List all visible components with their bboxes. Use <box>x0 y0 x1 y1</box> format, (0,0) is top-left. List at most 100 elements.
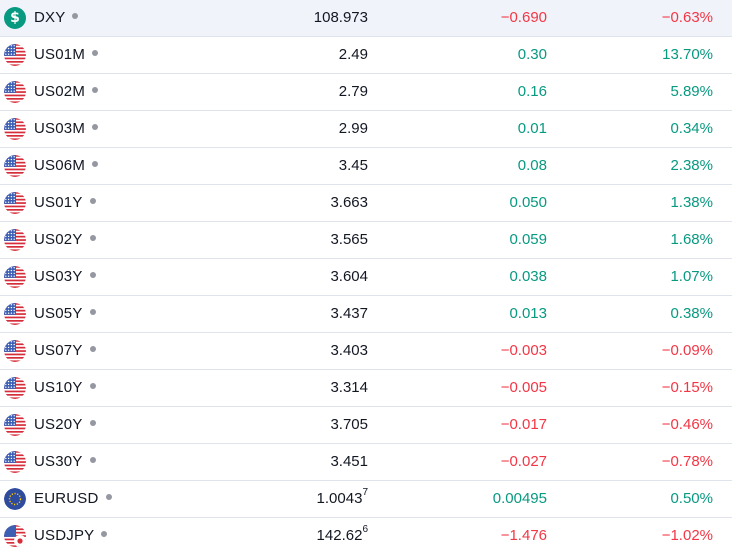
change-percent: 0.34% <box>670 120 713 137</box>
watchlist-row-us02m[interactable]: US02M 2.79 0.16 5.89% <box>0 74 732 111</box>
status-dot-icon <box>89 272 96 279</box>
last-price: 3.565 <box>330 231 368 248</box>
status-dot-icon <box>92 87 99 94</box>
us-flag-icon <box>4 155 26 177</box>
symbol-name: US07Y <box>34 342 83 359</box>
symbol-cell: US02Y <box>34 222 96 258</box>
change-value: 0.08 <box>517 157 547 174</box>
watchlist-row-us02y[interactable]: US02Y 3.565 0.059 1.68% <box>0 222 732 259</box>
symbol-cell: US01M <box>34 37 99 73</box>
watchlist-row-us03m[interactable]: US03M 2.99 0.01 0.34% <box>0 111 732 148</box>
symbol-cell: US03Y <box>34 259 96 295</box>
symbol-cell: US10Y <box>34 370 96 406</box>
us-jp-flag-icon <box>4 525 26 547</box>
us-flag-icon <box>4 266 26 288</box>
change-percent: 1.07% <box>670 268 713 285</box>
last-price: 2.49 <box>338 46 368 63</box>
watchlist-row-us07y[interactable]: US07Y 3.403 −0.003 −0.09% <box>0 333 732 370</box>
symbol-name: USDJPY <box>34 527 95 544</box>
us-flag-icon <box>4 118 26 140</box>
watchlist-row-dxy[interactable]: $ DXY 108.973 −0.690 −0.63% <box>0 0 732 37</box>
status-dot-icon <box>92 50 99 57</box>
status-dot-icon <box>89 309 96 316</box>
watchlist-row-usdjpy[interactable]: USDJPY 142.626 −1.476 −1.02% <box>0 518 732 555</box>
change-percent: −0.63% <box>661 9 713 26</box>
symbol-name: US01M <box>34 46 86 63</box>
symbol-name: US10Y <box>34 379 83 396</box>
change-value: 0.013 <box>509 305 547 322</box>
change-value: −0.005 <box>500 379 547 396</box>
change-value: 0.059 <box>509 231 547 248</box>
status-dot-icon <box>89 235 96 242</box>
change-percent: 13.70% <box>662 46 713 63</box>
last-price: 1.00437 <box>316 487 368 508</box>
watchlist-row-us06m[interactable]: US06M 3.45 0.08 2.38% <box>0 148 732 185</box>
watchlist-row-us20y[interactable]: US20Y 3.705 −0.017 −0.46% <box>0 407 732 444</box>
symbol-name: US20Y <box>34 416 83 433</box>
change-percent: 0.50% <box>670 490 713 507</box>
symbol-cell: US01Y <box>34 185 96 221</box>
last-price: 3.451 <box>330 453 368 470</box>
symbol-cell: USDJPY <box>34 518 108 554</box>
change-percent: −1.02% <box>661 527 713 544</box>
status-dot-icon <box>72 13 79 20</box>
change-percent: −0.78% <box>661 453 713 470</box>
us-flag-icon <box>4 340 26 362</box>
symbol-name: EURUSD <box>34 490 99 507</box>
us-flag-icon <box>4 303 26 325</box>
status-dot-icon <box>89 198 96 205</box>
change-percent: 1.68% <box>670 231 713 248</box>
last-price: 3.705 <box>330 416 368 433</box>
symbol-cell: US03M <box>34 111 99 147</box>
symbol-cell: US20Y <box>34 407 96 443</box>
status-dot-icon <box>105 494 112 501</box>
symbol-name: US03Y <box>34 268 83 285</box>
watchlist-row-us01y[interactable]: US01Y 3.663 0.050 1.38% <box>0 185 732 222</box>
change-value: −0.690 <box>500 9 547 26</box>
change-value: 0.00495 <box>492 490 547 507</box>
last-price-superscript: 7 <box>362 487 368 498</box>
symbol-name: US03M <box>34 120 86 137</box>
symbol-cell: US06M <box>34 148 99 184</box>
symbol-name: US06M <box>34 157 86 174</box>
change-percent: −0.09% <box>661 342 713 359</box>
symbol-cell: EURUSD <box>34 481 112 517</box>
watchlist-row-us03y[interactable]: US03Y 3.604 0.038 1.07% <box>0 259 732 296</box>
symbol-cell: US05Y <box>34 296 96 332</box>
watchlist-row-us10y[interactable]: US10Y 3.314 −0.005 −0.15% <box>0 370 732 407</box>
us-flag-icon <box>4 414 26 436</box>
status-dot-icon <box>89 346 96 353</box>
last-price: 3.604 <box>330 268 368 285</box>
change-value: 0.038 <box>509 268 547 285</box>
last-price: 3.403 <box>330 342 368 359</box>
change-value: −1.476 <box>500 527 547 544</box>
watchlist-row-eurusd[interactable]: EURUSD 1.00437 0.00495 0.50% <box>0 481 732 518</box>
symbol-cell: US30Y <box>34 444 96 480</box>
last-price: 3.437 <box>330 305 368 322</box>
watchlist-row-us01m[interactable]: US01M 2.49 0.30 13.70% <box>0 37 732 74</box>
last-price: 142.626 <box>316 524 368 545</box>
last-price: 3.314 <box>330 379 368 396</box>
change-percent: 0.38% <box>670 305 713 322</box>
last-price: 2.79 <box>338 83 368 100</box>
last-price: 108.973 <box>313 9 368 26</box>
us-flag-icon <box>4 377 26 399</box>
us-flag-icon <box>4 44 26 66</box>
symbol-cell: US07Y <box>34 333 96 369</box>
status-dot-icon <box>101 531 108 538</box>
watchlist-row-us30y[interactable]: US30Y 3.451 −0.027 −0.78% <box>0 444 732 481</box>
status-dot-icon <box>89 383 96 390</box>
change-percent: −0.46% <box>661 416 713 433</box>
change-percent: −0.15% <box>661 379 713 396</box>
change-percent: 5.89% <box>670 83 713 100</box>
watchlist-row-us05y[interactable]: US05Y 3.437 0.013 0.38% <box>0 296 732 333</box>
symbol-name: US02Y <box>34 231 83 248</box>
symbol-cell: US02M <box>34 74 99 110</box>
us-flag-icon <box>4 192 26 214</box>
change-value: 0.050 <box>509 194 547 211</box>
change-value: −0.017 <box>500 416 547 433</box>
last-price: 3.45 <box>338 157 368 174</box>
symbol-name: US05Y <box>34 305 83 322</box>
change-value: −0.003 <box>500 342 547 359</box>
